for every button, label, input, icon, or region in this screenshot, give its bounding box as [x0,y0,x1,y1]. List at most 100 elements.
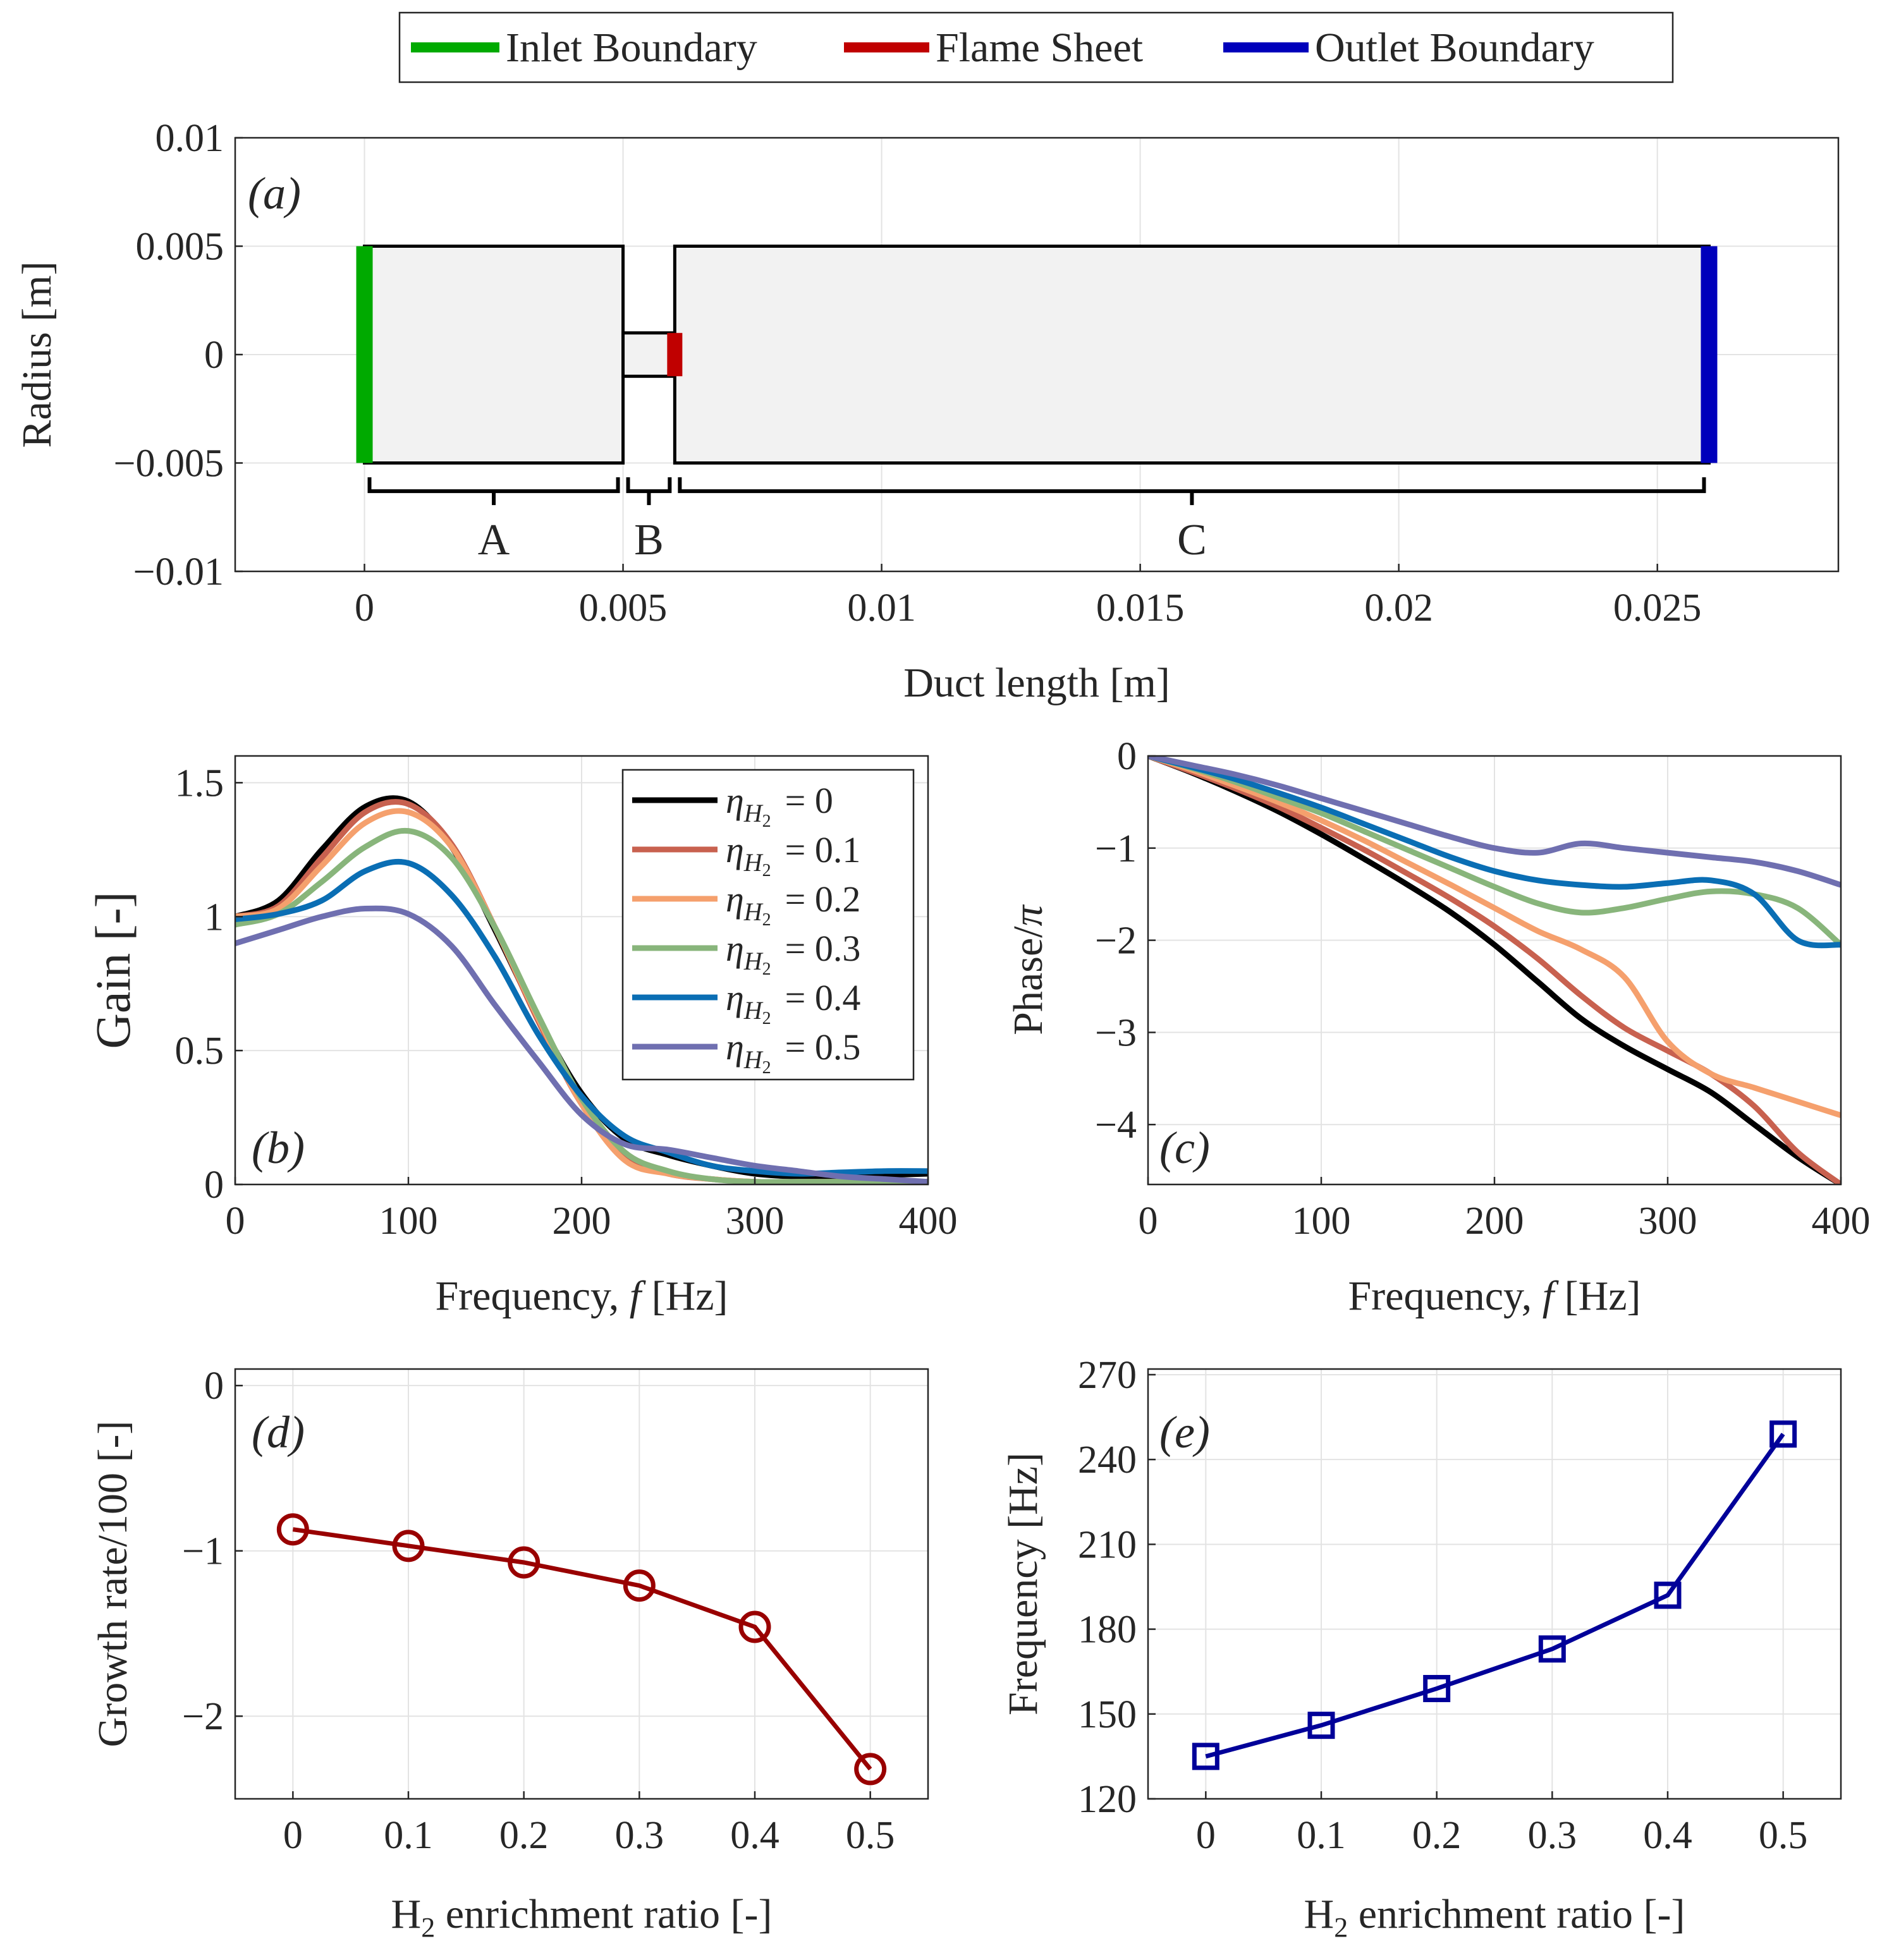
data-point-marker [1654,1581,1682,1609]
top-legend: Inlet Boundary Flame Sheet Outlet Bounda… [398,11,1674,83]
xtick-label: 0.01 [847,587,916,630]
xtick-label: 0.4 [1643,1814,1692,1857]
ytick-label: 0 [204,1365,224,1408]
panel-d-xlabel: H2 enrichment ratio [-] [391,1891,773,1943]
ytick-label: 180 [1078,1609,1137,1652]
xtick-label: 400 [1812,1200,1871,1243]
xtick-label: 0 [283,1814,303,1857]
xtick-label: 0.2 [499,1814,549,1857]
series-line-eta-3 [1148,756,1841,947]
series-line-eta-0 [1148,756,1841,1184]
ytick-label: 1.5 [175,762,224,805]
legend-outlet-label: Outlet Boundary [1315,25,1594,71]
ytick-label: 270 [1078,1354,1137,1397]
panel-c-xlabel: Frequency, f [Hz] [1348,1273,1640,1319]
xtick-label: 0.015 [1096,587,1185,630]
legend-flame-label: Flame Sheet [936,25,1143,71]
panel-b-ylabel: Gain [-] [85,891,140,1049]
xtick-label: 0.3 [615,1814,664,1857]
panel-d-label: (d) [252,1407,305,1458]
panel-a-duct-geometry: A B C 0 0.005 0.01 0.015 0.02 0.025 0.01 0.005 0 −0… [14,117,1840,706]
ytick-label: −2 [1095,920,1137,963]
panel-e-xlabel: H2 enrichment ratio [-] [1304,1891,1685,1943]
ytick-label: −2 [182,1695,224,1738]
data-point-marker [1423,1675,1451,1703]
data-point-marker [1307,1712,1335,1739]
data-point-marker [738,1610,771,1643]
ytick-label: −3 [1095,1011,1137,1054]
ytick-label: 240 [1078,1439,1137,1482]
panel-a-xlabel: Duct length [m] [903,660,1170,706]
section-brace-C [678,477,1706,506]
ytick-label: 210 [1078,1523,1137,1566]
panel-c-phase: 0 100 200 300 400 0 −1 −2 −3 −4 (c) Frequency, f … [1005,735,1871,1319]
data-point-marker [276,1513,309,1546]
panel-b-xlabel: Frequency, f [Hz] [435,1273,728,1319]
ytick-label: 1 [204,896,224,939]
series-line [292,1527,872,1771]
duct-section-C [673,245,1711,465]
duct-section-A [363,245,625,465]
data-point-marker [854,1753,887,1786]
xtick-label: 0 [1196,1814,1216,1857]
series-line-eta-5 [1148,756,1841,888]
panel-b-label: (b) [252,1123,305,1173]
ytick-label: 0.01 [156,117,224,160]
data-point-marker [392,1530,425,1562]
xtick-label: 0.4 [730,1814,779,1857]
section-label-B: B [634,516,664,564]
panel-d-growth-rate: 0 0.1 0.2 0.3 0.4 0.5 0 −1 −2 (d) H2 enrichment … [90,1365,929,1943]
section-label-A: A [478,516,510,564]
ytick-label: 120 [1078,1778,1137,1821]
series-line-eta-1 [1148,756,1841,1184]
xtick-label: 200 [553,1200,611,1243]
data-point-marker [1769,1420,1797,1448]
section-label-C: C [1177,516,1207,564]
xtick-label: 0.005 [579,587,668,630]
data-point-marker [1192,1743,1219,1770]
xtick-label: 400 [899,1200,958,1243]
xtick-label: 100 [379,1200,438,1243]
panel-e-frequency: 0 0.1 0.2 0.3 0.4 0.5 120 150 180 210 240 270 (e) H… [1000,1354,1842,1943]
panel-d-ylabel: Growth rate/100 [-] [90,1421,136,1748]
legend-b-entry: ηH2= 0 [726,780,833,831]
series-line-eta-4 [1148,756,1841,949]
xtick-label: 100 [1292,1200,1351,1243]
section-brace-B [626,477,672,506]
ytick-label: 0 [1117,735,1137,778]
xtick-label: 0 [226,1200,245,1243]
duct-section-B [621,331,676,378]
panel-b-gain: 0 100 200 300 400 0 0.5 1 1.5 (b) Frequency, f [… [85,755,958,1319]
series-line-eta-3 [235,827,928,1184]
legend-b-entry: ηH2= 0.4 [726,977,860,1028]
panel-c-ylabel: Phase/π [1005,904,1051,1035]
ytick-label: 150 [1078,1693,1137,1736]
legend-b-entry: ηH2= 0.1 [726,829,860,880]
xtick-label: 0.2 [1412,1814,1462,1857]
ytick-label: 0 [204,1164,224,1207]
data-point-marker [623,1569,656,1602]
xtick-label: 0.02 [1364,587,1433,630]
series-line-eta-5 [235,905,928,1184]
ytick-label: −0.01 [133,551,224,593]
ytick-label: 0.005 [136,226,224,269]
panel-e-label: (e) [1159,1407,1210,1458]
xtick-label: 0.1 [384,1814,433,1857]
legend-inlet-label: Inlet Boundary [506,25,757,71]
data-point-marker [1538,1635,1566,1663]
section-brace-A [367,477,620,506]
ytick-label: 0.5 [175,1030,224,1073]
xtick-label: 0.3 [1528,1814,1577,1857]
legend-b-entry: ηH2= 0.2 [726,879,860,930]
xtick-label: 0.5 [846,1814,895,1857]
ytick-label: −1 [182,1530,224,1573]
data-point-marker [508,1546,541,1579]
panel-a-label: (a) [248,168,301,219]
series-line [1205,1432,1785,1759]
xtick-label: 0.1 [1297,1814,1346,1857]
panel-c-label: (c) [1159,1123,1210,1173]
panel-a-ylabel: Radius [m] [14,261,60,447]
xtick-label: 300 [1639,1200,1697,1243]
